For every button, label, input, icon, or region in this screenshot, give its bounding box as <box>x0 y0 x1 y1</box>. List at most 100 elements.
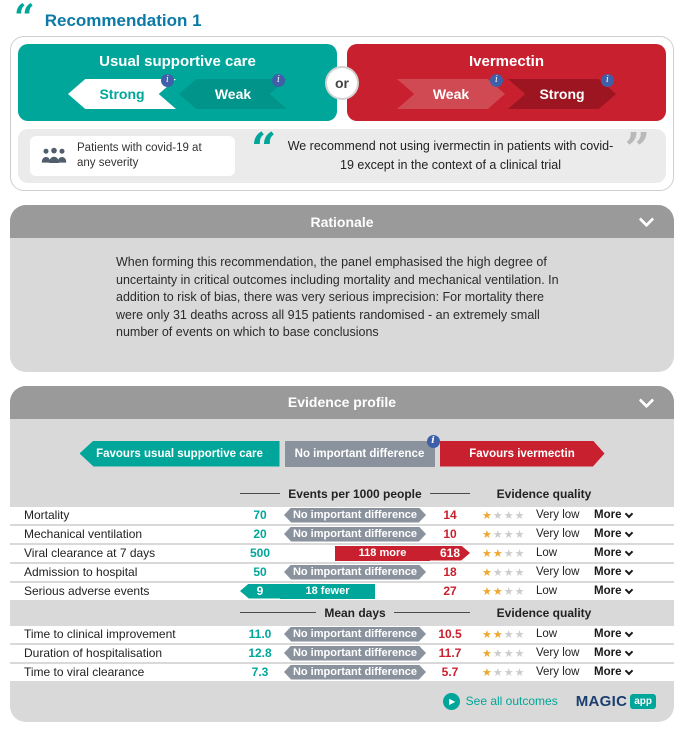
weak-arrow[interactable]: Weak <box>397 79 505 109</box>
left-value: 50 <box>253 565 267 579</box>
quality-label: Low <box>536 628 558 640</box>
chevron-down-icon[interactable] <box>638 392 655 408</box>
evidence-row-admission-to-hospital: Admission to hospital 50 No important di… <box>10 563 674 581</box>
usual-care-strong-option[interactable]: Strong i <box>68 74 176 109</box>
evidence-row-time-to-viral-clearance: Time to viral clearance 7.3 No important… <box>10 663 674 681</box>
info-icon[interactable]: i <box>272 74 285 87</box>
effect-legend: Favours usual supportive care No importa… <box>10 419 674 467</box>
more-button[interactable]: More <box>594 528 650 540</box>
left-value: 9 <box>240 583 280 599</box>
no-difference-arrow: No important difference <box>284 564 426 580</box>
more-button[interactable]: More <box>594 666 650 678</box>
rule-line <box>393 612 471 613</box>
quality-label: Very low <box>536 528 580 540</box>
more-button[interactable]: More <box>594 628 650 640</box>
info-icon[interactable]: i <box>426 434 440 448</box>
more-button[interactable]: More <box>594 647 650 659</box>
no-difference-arrow: No important difference <box>284 626 426 642</box>
strong-arrow[interactable]: Strong <box>68 79 176 109</box>
left-value: 11.0 <box>248 627 272 641</box>
chevron-down-icon <box>625 666 634 675</box>
more-button[interactable]: More <box>594 547 650 559</box>
outcome-label: Admission to hospital <box>24 565 138 579</box>
population-box: Patients with covid-19 at any severity <box>30 136 235 176</box>
evidence-row-duration-of-hospitalisation: Duration of hospitalisation 12.8 No impo… <box>10 644 674 662</box>
left-value: 500 <box>249 546 271 560</box>
recommendation-card: Usual supportive care Strong i Weak i or… <box>10 36 674 191</box>
more-label: More <box>594 666 622 678</box>
outcome-label: Duration of hospitalisation <box>24 646 163 660</box>
more-button[interactable]: More <box>594 509 650 521</box>
left-value: 12.8 <box>248 646 272 660</box>
evidence-table: Events per 1000 people Evidence quality … <box>10 483 674 681</box>
quote-icon: “ <box>14 0 35 39</box>
chevron-down-icon[interactable] <box>638 211 655 228</box>
close-quote-icon: ” <box>624 124 650 175</box>
info-icon[interactable]: i <box>490 74 503 87</box>
more-button[interactable]: More <box>594 585 650 597</box>
more-button[interactable]: More <box>594 566 650 578</box>
more-label: More <box>594 585 622 597</box>
evidence-profile-header[interactable]: Evidence profile <box>10 385 674 419</box>
evidence-row-mortality: Mortality 70 No important difference 14 … <box>10 506 674 524</box>
ivermectin-panel: Ivermectin Weak i Strong i <box>347 44 666 121</box>
effect-cell: 18 fewer <box>280 583 430 599</box>
see-all-outcomes-button[interactable]: ▶ See all outcomes <box>442 692 558 710</box>
rationale-panel: Rationale When forming this recommendati… <box>10 205 674 372</box>
evidence-footer: ▶ See all outcomes MAGIC app <box>10 683 674 722</box>
ivermectin-strength-row: Weak i Strong i <box>347 74 666 109</box>
info-icon[interactable]: i <box>601 74 614 87</box>
effect-cell: No important difference <box>280 664 430 680</box>
recommendation-quote: We recommend not using ivermectin in pat… <box>287 139 614 172</box>
rationale-header[interactable]: Rationale <box>10 205 674 238</box>
info-icon[interactable]: i <box>161 74 174 87</box>
no-difference-arrow: No important difference <box>284 507 426 523</box>
effect-cell: No important difference <box>280 526 430 542</box>
star-rating: ★★★★ <box>482 547 526 560</box>
quality-label: Low <box>536 547 558 559</box>
outcome-label: Mechanical ventilation <box>24 527 143 541</box>
more-label: More <box>594 509 622 521</box>
brand-app-badge: app <box>630 693 656 709</box>
benefit-effect-box: 18 fewer <box>280 583 375 599</box>
harm-effect-box: 118 more <box>335 545 430 561</box>
star-rating: ★★★★ <box>482 628 526 641</box>
star-rating: ★★★★ <box>482 647 526 660</box>
rationale-body: When forming this recommendation, the pa… <box>116 255 559 339</box>
magic-app-logo: MAGIC app <box>576 693 656 710</box>
star-rating: ★★★★ <box>482 585 526 598</box>
outcome-label: Time to viral clearance <box>24 665 145 679</box>
usual-care-panel: Usual supportive care Strong i Weak i <box>18 44 337 121</box>
right-value: 27 <box>443 584 457 598</box>
see-all-outcomes-label: See all outcomes <box>465 694 558 708</box>
favours-usual-care-arrow: Favours usual supportive care <box>79 440 280 467</box>
chevron-down-icon <box>625 647 634 656</box>
left-value: 70 <box>253 508 267 522</box>
quality-label: Very low <box>536 566 580 578</box>
usual-care-weak-option[interactable]: Weak i <box>179 74 287 109</box>
star-rating: ★★★★ <box>482 566 526 579</box>
quality-label: Low <box>536 585 558 597</box>
ivermectin-strong-option[interactable]: Strong i <box>508 74 616 109</box>
recommendation-header: Usual supportive care Strong i Weak i or… <box>18 44 666 121</box>
evidence-row-viral-clearance-7-days: Viral clearance at 7 days 500 118 more 6… <box>10 544 674 562</box>
strong-arrow[interactable]: Strong <box>508 79 616 109</box>
right-value: 18 <box>443 565 457 579</box>
section-title: Mean days <box>324 605 386 620</box>
more-label: More <box>594 547 622 559</box>
quality-label: Very low <box>536 509 580 521</box>
outcome-label: Viral clearance at 7 days <box>24 546 156 560</box>
ivermectin-weak-option[interactable]: Weak i <box>397 74 505 109</box>
outcome-label: Mortality <box>24 508 70 522</box>
brand-name: MAGIC <box>575 692 628 710</box>
right-value: 10.5 <box>438 627 462 641</box>
evidence-row-time-to-clinical-improvement: Time to clinical improvement 11.0 No imp… <box>10 625 674 643</box>
weak-arrow[interactable]: Weak <box>179 79 287 109</box>
quality-header: Evidence quality <box>496 486 592 501</box>
section-header-events: Events per 1000 people Evidence quality <box>10 483 674 505</box>
usual-care-title: Usual supportive care <box>99 53 256 70</box>
quality-label: Very low <box>536 647 580 659</box>
patients-icon <box>41 147 67 163</box>
left-value: 20 <box>253 527 267 541</box>
quality-header: Evidence quality <box>496 605 592 620</box>
